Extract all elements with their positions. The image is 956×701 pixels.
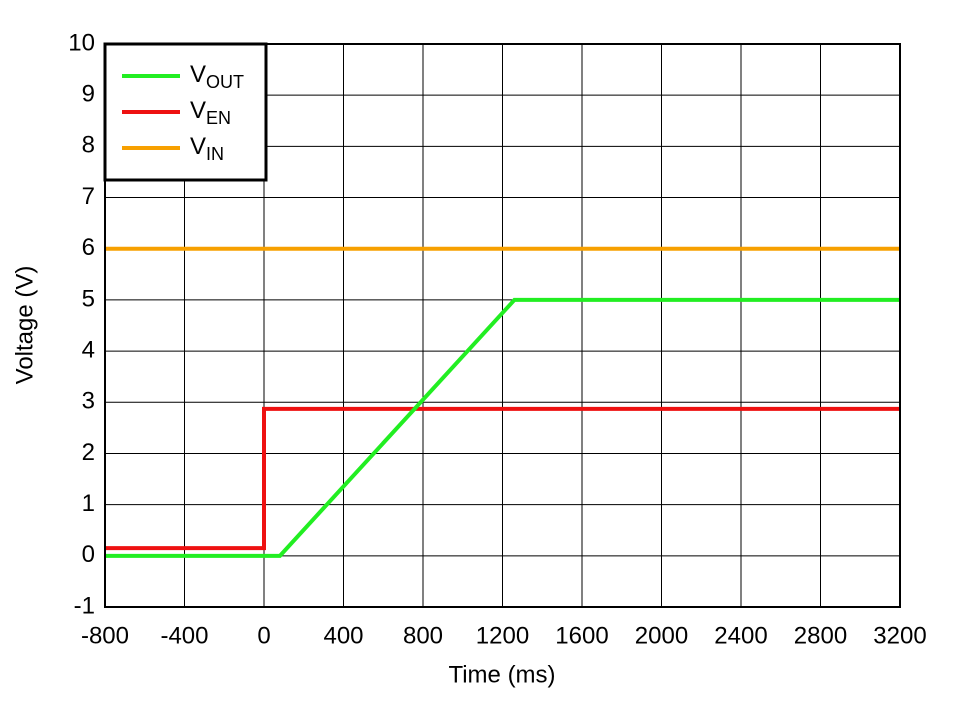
legend-subscript: OUT: [206, 72, 244, 92]
x-tick-label: 1600: [555, 622, 608, 649]
y-axis-label: Voltage (V): [11, 266, 38, 385]
plot-frame: [104, 43, 901, 608]
y-tick-label: 5: [82, 285, 95, 312]
y-tick-label: 2: [82, 439, 95, 466]
y-tick-label: 9: [82, 81, 95, 108]
x-tick-label: 1200: [476, 622, 529, 649]
legend-entry: VOUT: [190, 61, 244, 91]
y-tick-label: 8: [82, 132, 95, 159]
x-tick-label: -400: [160, 622, 208, 649]
x-tick-label: 800: [403, 622, 443, 649]
y-tick-label: -1: [74, 592, 95, 619]
y-tick-label: 4: [82, 336, 95, 363]
legend-name: V: [190, 61, 206, 88]
x-tick-label: 3200: [873, 622, 926, 649]
legend-subscript: EN: [206, 108, 231, 128]
legend-name: V: [190, 133, 206, 160]
legend-name: V: [190, 97, 206, 124]
line: [105, 406, 900, 551]
legend-subscript: IN: [206, 144, 224, 164]
x-tick-label: 0: [257, 622, 270, 649]
y-tick-label: 3: [82, 388, 95, 415]
x-tick-label: 2000: [635, 622, 688, 649]
legend-entry: VIN: [190, 133, 224, 163]
x-tick-label: 2400: [714, 622, 767, 649]
legend-entry: VEN: [190, 97, 231, 127]
y-tick-label: 6: [82, 234, 95, 261]
x-axis-label: Time (ms): [448, 661, 555, 688]
y-tick-label: 0: [82, 541, 95, 568]
y-tick-label: 10: [68, 29, 95, 56]
legend-box: [103, 42, 268, 182]
x-tick-label: 2800: [794, 622, 847, 649]
line: [105, 297, 900, 558]
x-tick-label: -800: [81, 622, 129, 649]
y-tick-label: 7: [82, 183, 95, 210]
y-tick-label: 1: [82, 490, 95, 517]
x-tick-label: 400: [323, 622, 363, 649]
